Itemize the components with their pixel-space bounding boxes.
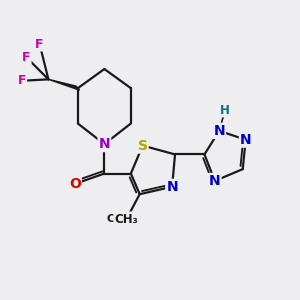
Text: N: N: [240, 133, 251, 147]
Text: N: N: [166, 180, 178, 194]
Text: N: N: [213, 124, 225, 138]
Text: F: F: [22, 51, 31, 64]
Text: F: F: [35, 38, 44, 50]
Text: H: H: [220, 104, 230, 117]
Text: 3: 3: [131, 219, 137, 228]
Text: CH₃: CH₃: [115, 213, 138, 226]
Text: S: S: [138, 139, 148, 153]
Polygon shape: [48, 79, 80, 90]
Text: O: O: [69, 177, 81, 191]
Text: N: N: [209, 174, 220, 188]
Text: F: F: [18, 74, 26, 87]
Text: CH: CH: [106, 214, 124, 224]
Text: N: N: [98, 137, 110, 151]
